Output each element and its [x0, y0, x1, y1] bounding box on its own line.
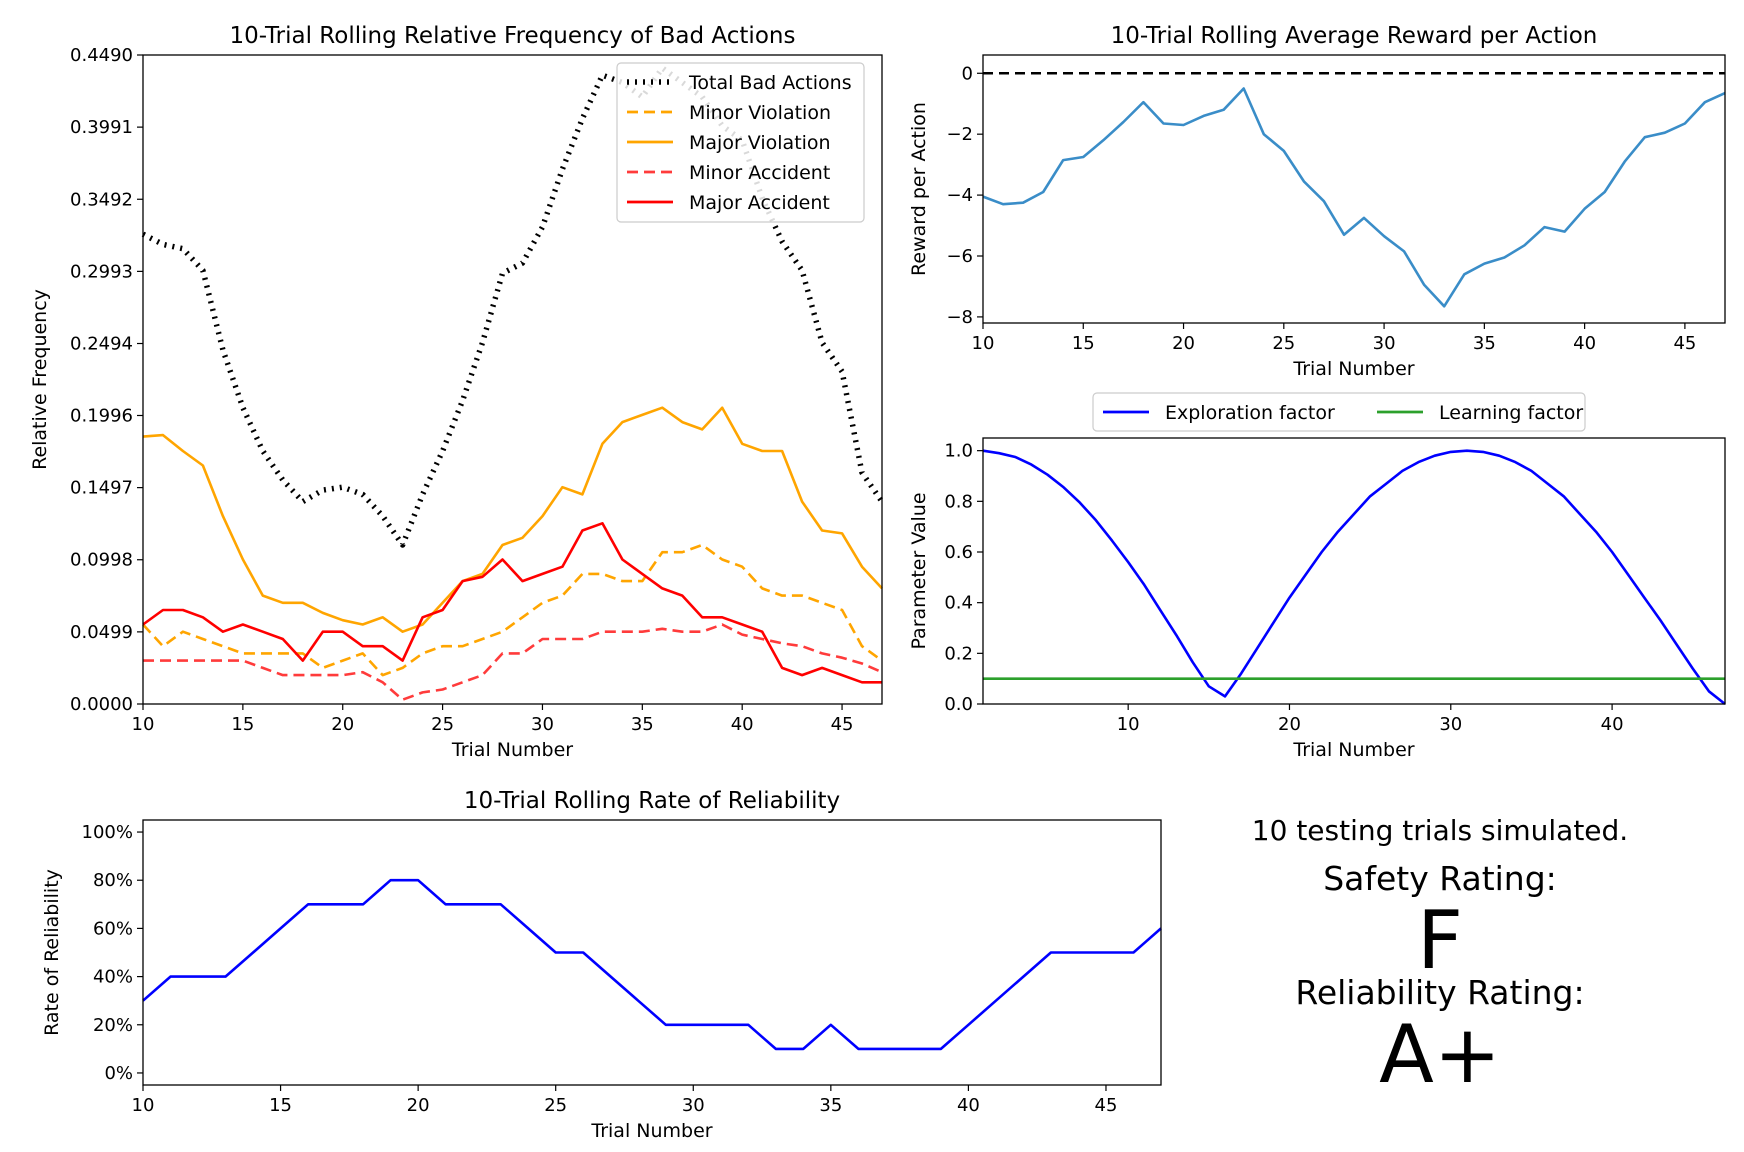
- legend-box: [616, 62, 865, 223]
- series-0-line: [982, 87, 1726, 308]
- plot-frame: [142, 819, 1162, 1086]
- y-axis-label: Rate of Reliability: [41, 869, 63, 1036]
- plot-frame: [982, 54, 1726, 324]
- y-tick-label: 0.1497: [70, 478, 133, 499]
- x-tick-label: 10: [972, 333, 995, 354]
- summary-panel: 10 testing trials simulated. Safety Rati…: [1252, 814, 1628, 1101]
- x-tick-label: 30: [1373, 333, 1396, 354]
- x-tick-label: 25: [431, 714, 454, 735]
- y-tick-label: 1.0: [944, 441, 973, 462]
- y-tick-label: 40%: [93, 967, 133, 988]
- x-tick-label: 20: [1172, 333, 1195, 354]
- y-tick-label: −4: [946, 185, 973, 206]
- reliability-rating-label: Reliability Rating:: [1295, 973, 1584, 1012]
- chart-title: 10-Trial Rolling Relative Frequency of B…: [230, 23, 796, 49]
- y-tick-label: 0.2993: [70, 261, 133, 282]
- x-tick-label: 45: [1095, 1095, 1118, 1116]
- y-tick-label: 0.2494: [70, 334, 133, 355]
- parameter-chart: 10 20 30 40 0.0 0.2 0.4 0.6 0.8 1.0 Trial Number Pa…: [908, 392, 1726, 761]
- minor-violation-line: [142, 543, 883, 677]
- reliability-rating-value: A+: [1379, 1008, 1501, 1101]
- x-tick-label: 10: [132, 1095, 155, 1116]
- x-tick-label: 20: [1278, 714, 1301, 735]
- y-tick-label: −8: [946, 307, 973, 328]
- reliability-chart: 10 15 20 25 30 35 40 45 0% 20% 40% 60% 80% 100% 10-Tri…: [41, 788, 1162, 1142]
- y-tick-label: 0.1996: [70, 405, 133, 426]
- x-tick-label: 35: [819, 1095, 842, 1116]
- y-tick-label: 0.0998: [70, 550, 133, 571]
- legend-label: Learning factor: [1439, 402, 1583, 424]
- y-tick-label: 0.0: [944, 694, 973, 715]
- y-tick-label: 0%: [104, 1063, 133, 1084]
- legend-label: Major Accident: [689, 192, 830, 214]
- y-tick-label: 0.8: [944, 491, 973, 512]
- x-tick-label: 45: [1673, 333, 1696, 354]
- x-tick-label: 15: [269, 1095, 292, 1116]
- y-tick-label: 20%: [93, 1015, 133, 1036]
- x-tick-label: 25: [1272, 333, 1295, 354]
- x-axis-label: Trial Number: [590, 1120, 712, 1142]
- major-accident-line: [142, 521, 882, 684]
- chart-title: 10-Trial Rolling Rate of Reliability: [464, 788, 840, 814]
- x-tick-label: 30: [531, 714, 554, 735]
- y-axis-label: Relative Frequency: [29, 289, 51, 470]
- legend-box: [1092, 392, 1586, 432]
- y-tick-label: 100%: [82, 822, 133, 843]
- x-tick-label: 15: [231, 714, 254, 735]
- x-tick-label: 35: [1473, 333, 1496, 354]
- safety-rating-label: Safety Rating:: [1323, 859, 1557, 898]
- x-tick-label: 45: [831, 714, 854, 735]
- major-violation-line: [142, 406, 883, 634]
- safety-rating-value: F: [1417, 894, 1463, 987]
- x-tick-label: 40: [1573, 333, 1596, 354]
- y-tick-label: 60%: [93, 918, 133, 939]
- plot-frame: [142, 54, 883, 705]
- x-axis-label: Trial Number: [1292, 739, 1414, 761]
- reward-chart: 10 15 20 25 30 35 40 45 0 −2 −4 −6 −8 10-Trial Rollin…: [908, 23, 1726, 380]
- x-tick-label: 40: [731, 714, 754, 735]
- y-tick-label: 0.3991: [70, 117, 133, 138]
- x-tick-label: 10: [1117, 714, 1140, 735]
- legend-label: Total Bad Actions: [688, 72, 852, 94]
- chart-title: 10-Trial Rolling Average Reward per Acti…: [1111, 23, 1598, 49]
- minor-accident-line: [143, 623, 883, 702]
- y-tick-label: −6: [946, 246, 973, 267]
- y-tick-label: 0: [962, 63, 973, 84]
- y-tick-label: 0.2: [944, 643, 973, 664]
- y-tick-label: 0.0000: [70, 694, 133, 715]
- legend-label: Minor Accident: [689, 162, 830, 184]
- x-tick-label: 15: [1072, 333, 1095, 354]
- y-axis-label: Parameter Value: [908, 492, 930, 649]
- y-tick-label: 0.4490: [70, 45, 133, 66]
- x-tick-label: 10: [132, 714, 155, 735]
- x-tick-label: 30: [1439, 714, 1462, 735]
- x-tick-label: 25: [544, 1095, 567, 1116]
- x-tick-label: 30: [682, 1095, 705, 1116]
- y-tick-label: 80%: [93, 870, 133, 891]
- trials-simulated-text: 10 testing trials simulated.: [1252, 814, 1628, 847]
- legend-label: Major Violation: [689, 132, 831, 154]
- y-tick-label: 0.6: [944, 542, 973, 563]
- x-axis-label: Trial Number: [451, 739, 573, 761]
- y-axis-label: Reward per Action: [908, 102, 930, 276]
- x-axis-label: Trial Number: [1292, 358, 1414, 380]
- bad-actions-chart: 10 15 20 25 30 35 40 45 0.0000 0.0499 0.0998 0.1497…: [29, 23, 885, 761]
- x-tick-label: 40: [957, 1095, 980, 1116]
- y-tick-label: 0.4: [944, 593, 973, 614]
- x-tick-label: 35: [631, 714, 654, 735]
- legend-label: Exploration factor: [1165, 402, 1335, 424]
- x-tick-label: 20: [407, 1095, 430, 1116]
- y-tick-label: 0.3492: [70, 189, 133, 210]
- x-tick-label: 40: [1601, 714, 1624, 735]
- legend-label: Minor Violation: [689, 102, 831, 124]
- y-tick-label: −2: [946, 124, 973, 145]
- y-tick-label: 0.0499: [70, 622, 133, 643]
- x-tick-label: 20: [331, 714, 354, 735]
- exploration-factor-line: [982, 449, 1726, 706]
- series-0-line: [142, 878, 1162, 1051]
- plot-frame: [982, 437, 1726, 705]
